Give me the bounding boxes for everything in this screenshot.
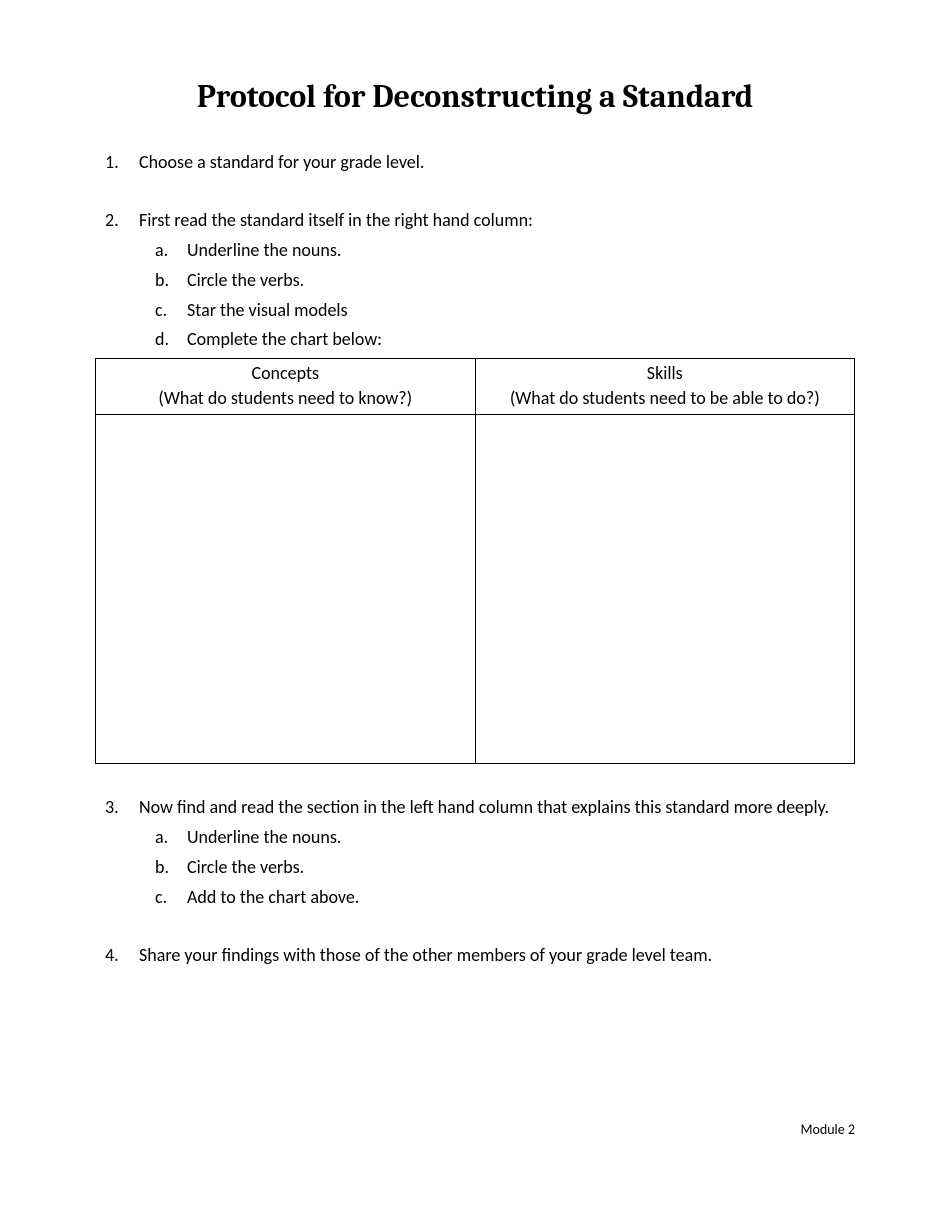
sub-list-item: Star the visual models [139, 297, 855, 325]
page-title: Protocol for Deconstructing a Standard [95, 78, 855, 115]
footer-label: Module 2 [800, 1121, 855, 1138]
sub-item-text: Add to the chart above. [187, 886, 359, 908]
sub-list-item: Underline the nouns. [139, 824, 855, 852]
header-title: Concepts [102, 361, 469, 385]
main-list: Choose a standard for your grade level. … [95, 149, 855, 969]
sub-list: Underline the nouns. Circle the verbs. S… [139, 237, 855, 355]
sub-list-item: Add to the chart above. [139, 884, 855, 912]
sub-list: Underline the nouns. Circle the verbs. A… [139, 824, 855, 912]
sub-item-text: Complete the chart below: [187, 328, 382, 350]
header-subtitle: (What do students need to know?) [102, 386, 469, 410]
sub-list-item: Circle the verbs. [139, 854, 855, 882]
table-header-skills: Skills (What do students need to be able… [475, 359, 855, 415]
item-text: Choose a standard for your grade level. [139, 151, 424, 173]
item-text: Share your findings with those of the ot… [139, 944, 712, 966]
sub-item-text: Circle the verbs. [187, 269, 304, 291]
concepts-skills-table: Concepts (What do students need to know?… [95, 358, 855, 764]
table-header-concepts: Concepts (What do students need to know?… [96, 359, 476, 415]
item-text: First read the standard itself in the ri… [139, 209, 533, 231]
item-text: Now find and read the section in the lef… [139, 796, 829, 818]
list-item: Choose a standard for your grade level. [95, 149, 855, 177]
header-subtitle: (What do students need to be able to do?… [482, 386, 849, 410]
header-title: Skills [482, 361, 849, 385]
sub-list-item: Complete the chart below: [139, 326, 855, 354]
table-header-row: Concepts (What do students need to know?… [96, 359, 855, 415]
list-item: Share your findings with those of the ot… [95, 942, 855, 970]
concepts-cell[interactable] [96, 414, 476, 763]
document-page: Protocol for Deconstructing a Standard C… [0, 0, 950, 1230]
sub-item-text: Underline the nouns. [187, 239, 341, 261]
chart-table-wrapper: Concepts (What do students need to know?… [95, 358, 855, 764]
sub-item-text: Star the visual models [187, 299, 348, 321]
sub-item-text: Circle the verbs. [187, 856, 304, 878]
sub-item-text: Underline the nouns. [187, 826, 341, 848]
list-item: First read the standard itself in the ri… [95, 207, 855, 764]
list-item: Now find and read the section in the lef… [95, 794, 855, 912]
skills-cell[interactable] [475, 414, 855, 763]
sub-list-item: Circle the verbs. [139, 267, 855, 295]
table-row [96, 414, 855, 763]
sub-list-item: Underline the nouns. [139, 237, 855, 265]
body-content: Choose a standard for your grade level. … [95, 149, 855, 969]
